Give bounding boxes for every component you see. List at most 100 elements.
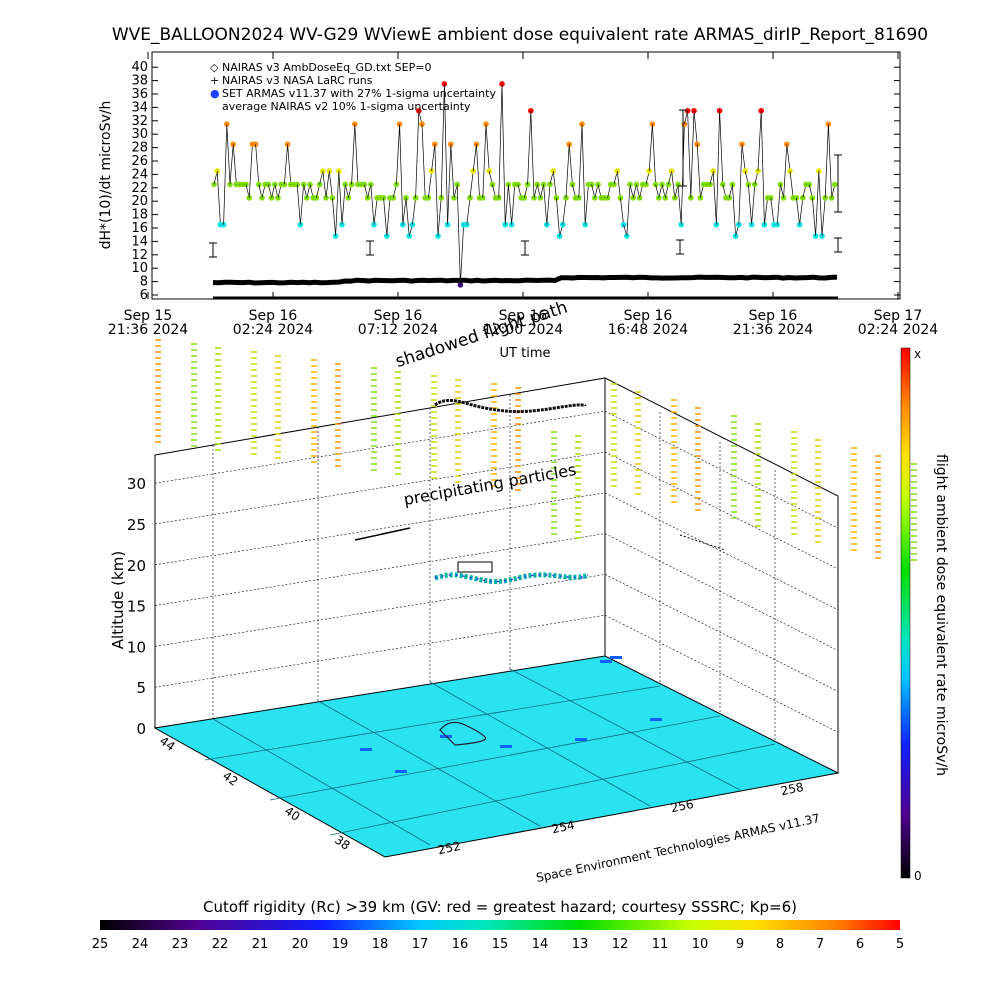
- trace-segment: [386, 197, 391, 237]
- trace-segment: [485, 124, 490, 172]
- trace-segment: [504, 184, 509, 225]
- trace-segment: [472, 144, 477, 172]
- trace-segment: [751, 184, 756, 225]
- trace-segment: [828, 124, 832, 198]
- figure-title: WVE_BALLOON2024 WV-G29 WViewE ambient do…: [112, 25, 928, 45]
- y-axis-label: dH*(10)/dt microSv/h: [98, 101, 114, 250]
- trace-segment: [530, 110, 535, 198]
- trace-segment: [716, 110, 720, 225]
- trace-segment: [460, 224, 464, 285]
- armas-point: [396, 121, 403, 127]
- trace-segment: [677, 184, 682, 225]
- trace-segment: [405, 197, 410, 237]
- trace-segment: [501, 83, 506, 225]
- longitude-tick-label: 256: [670, 797, 695, 815]
- rigidity-caption: Cutoff rigidity (Rc) >39 km (GV: red = g…: [203, 898, 797, 916]
- trace-segment: [693, 110, 698, 145]
- trace-segment: [511, 184, 516, 225]
- trace-segment: [434, 144, 439, 237]
- altitude-ticks: 0 5 10 15 20 25 30: [127, 475, 146, 738]
- rigidity-scale-label: 20: [292, 937, 309, 952]
- y-tick-label: 16: [131, 221, 148, 236]
- x-tick-label-time: 21:36 2024: [733, 322, 814, 338]
- trace-segment: [824, 124, 829, 198]
- trace-segment: [399, 124, 404, 225]
- trace-segment: [799, 197, 804, 225]
- rigidity-scale-label: 11: [652, 937, 669, 952]
- trace-segment: [431, 144, 436, 172]
- legend: ◇ NAIRAS v3 AmbDoseEq_GD.txt SEP=0 + NAI…: [210, 61, 496, 113]
- plot-frame: [151, 51, 901, 300]
- trace-segment: [616, 171, 621, 198]
- ground-grid-line: [269, 715, 721, 801]
- trace-segment: [719, 110, 724, 185]
- trace-segment: [741, 144, 746, 172]
- y-tick-label: 10: [131, 261, 148, 276]
- trace-segment: [764, 197, 768, 225]
- flight-path-segment: [354, 527, 411, 541]
- ground-grid-line: [212, 718, 431, 846]
- armas-point: [352, 121, 358, 127]
- y-tick-label: 30: [131, 127, 148, 142]
- trace-segment: [498, 83, 503, 198]
- trace-segment: [508, 184, 512, 225]
- trace-segment: [456, 184, 461, 285]
- grid-line-left: [154, 574, 606, 647]
- x-tick-label-date: Sep 17: [874, 308, 923, 324]
- trace-segment: [732, 184, 736, 237]
- ground-marker: [600, 660, 612, 663]
- trace-segment: [428, 171, 432, 198]
- trace-segment: [786, 144, 791, 172]
- trace-segment: [296, 184, 301, 225]
- x-tick-label-date: Sep 16: [624, 308, 673, 324]
- ground-marker: [650, 718, 662, 721]
- trace-segment: [476, 144, 480, 198]
- trace-segment: [447, 144, 452, 225]
- grid-line-left: [154, 451, 606, 525]
- ground-grid-line: [204, 685, 661, 761]
- trace-segment: [783, 144, 788, 198]
- legend-symbol-plus: +: [210, 74, 219, 87]
- longitude-tick-label: 252: [437, 839, 462, 857]
- trace-segment: [332, 197, 336, 237]
- trace-segment: [287, 144, 292, 185]
- shadow-flight-path: [434, 398, 587, 414]
- trace-segment: [527, 110, 532, 185]
- armas-point: [579, 121, 585, 127]
- trace-segment: [412, 197, 416, 225]
- trace-segment: [620, 197, 624, 225]
- x-tick-label-time: 02:24 2024: [233, 322, 314, 338]
- x-tick-label-date: Sep 16: [499, 308, 548, 324]
- y-tick-label: 26: [131, 154, 148, 169]
- legend-item-nairas-v3-ambdose: NAIRAS v3 AmbDoseEq_GD.txt SEP=0: [222, 61, 431, 74]
- x-tick-label-date: Sep 16: [374, 308, 423, 324]
- trace-segment: [444, 83, 448, 225]
- trace-segment: [562, 197, 567, 225]
- altitude-tick-label: 0: [136, 720, 146, 738]
- trace-segment: [440, 83, 445, 198]
- trace-segment: [328, 171, 333, 198]
- y-tick-label: 8: [140, 275, 148, 290]
- trace-segment: [815, 171, 820, 237]
- rigidity-columns: [155, 339, 917, 561]
- x-tick-label-date: Sep 15: [124, 308, 173, 324]
- legend-item-set-armas: SET ARMAS v11.37 with 27% 1-sigma uncert…: [222, 87, 496, 100]
- legend-item-average-nairas-v2: average NAIRAS v2 10% 1-sigma uncertaint…: [222, 100, 471, 113]
- altitude-tick-label: 5: [136, 679, 146, 697]
- ground-grid-line: [329, 743, 776, 836]
- armas-point: [224, 121, 230, 127]
- ground-grid-line: [509, 668, 741, 791]
- y-tick-label: 28: [131, 141, 148, 156]
- trace-segment: [818, 171, 823, 237]
- ground-marker: [360, 748, 372, 751]
- trace-segment: [248, 144, 253, 198]
- trace-segment: [322, 171, 327, 198]
- trace-segment: [690, 110, 695, 198]
- armas-point: [832, 181, 838, 188]
- ground-grid-line: [429, 681, 651, 807]
- trace-segment: [568, 144, 573, 185]
